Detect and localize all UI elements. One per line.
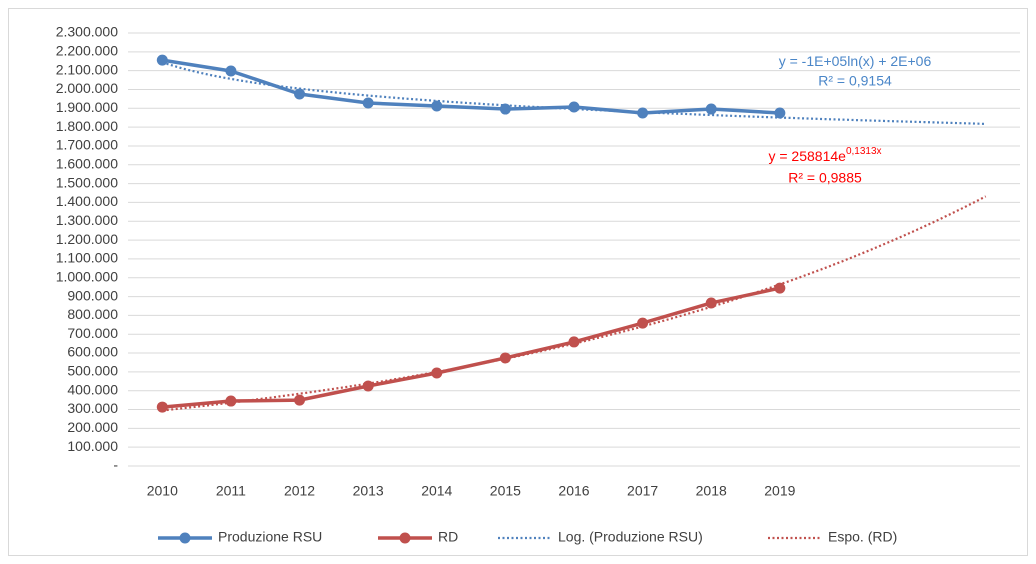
legend-marker (399, 532, 411, 544)
data-point (431, 367, 443, 379)
data-point (362, 97, 374, 109)
equation-text: y = -1E+05ln(x) + 2E+06 (779, 53, 932, 69)
y-tick-label: 1.100.000 (56, 250, 118, 266)
trend-r2: R² = 0,9885 (788, 170, 862, 186)
y-tick-label: 2.200.000 (56, 43, 118, 59)
y-tick-label: 400.000 (67, 381, 118, 397)
series-line (162, 58, 780, 115)
legend-label: Produzione RSU (218, 529, 322, 545)
y-tick-label: 300.000 (67, 400, 118, 416)
y-tick-label: - (113, 457, 118, 473)
x-tick-label: 2012 (284, 483, 315, 499)
legend-label: Espo. (RD) (828, 529, 897, 545)
x-tick-label: 2013 (353, 483, 384, 499)
y-tick-label: 100.000 (67, 438, 118, 454)
data-point (294, 88, 306, 100)
y-tick-label: 700.000 (67, 325, 118, 341)
y-tick-label: 2.100.000 (56, 61, 118, 77)
legend-label: Log. (Produzione RSU) (558, 529, 703, 545)
x-tick-label: 2017 (627, 483, 658, 499)
x-tick-label: 2019 (764, 483, 795, 499)
data-point (431, 100, 443, 112)
trend-r2: R² = 0,9154 (818, 73, 892, 89)
data-point (705, 103, 717, 115)
data-point (637, 107, 649, 119)
data-point (156, 401, 168, 413)
x-tick-label: 2016 (558, 483, 589, 499)
data-point (568, 336, 580, 348)
y-tick-label: 2.300.000 (56, 24, 118, 40)
y-tick-label: 1.000.000 (56, 268, 118, 284)
y-tick-label: 1.700.000 (56, 137, 118, 153)
data-point (637, 317, 649, 329)
y-tick-label: 200.000 (67, 419, 118, 435)
legend-label: RD (438, 529, 458, 545)
data-point (499, 352, 511, 364)
legend-marker (179, 532, 191, 544)
y-tick-label: 600.000 (67, 344, 118, 360)
y-tick-label: 900.000 (67, 287, 118, 303)
equation-text: y = 258814e (768, 148, 846, 164)
chart-frame (8, 8, 1028, 556)
data-point (774, 282, 786, 294)
y-tick-label: 2.000.000 (56, 80, 118, 96)
trend-equation: y = 258814e0,1313x (768, 146, 881, 164)
data-point (225, 395, 237, 407)
y-tick-label: 500.000 (67, 363, 118, 379)
data-point (294, 394, 306, 406)
x-tick-label: 2018 (696, 483, 727, 499)
data-point (499, 103, 511, 115)
x-tick-label: 2014 (421, 483, 452, 499)
y-tick-label: 1.300.000 (56, 212, 118, 228)
y-tick-label: 1.600.000 (56, 155, 118, 171)
data-point (568, 101, 580, 113)
data-point (774, 107, 786, 119)
y-tick-label: 800.000 (67, 306, 118, 322)
x-tick-label: 2010 (147, 483, 178, 499)
trend-equation: y = -1E+05ln(x) + 2E+06 (779, 53, 932, 69)
data-point (156, 54, 168, 66)
y-tick-label: 1.900.000 (56, 99, 118, 115)
equation-exponent: 0,1313x (846, 146, 882, 157)
x-tick-label: 2011 (216, 483, 246, 499)
y-tick-label: 1.800.000 (56, 118, 118, 134)
y-tick-label: 1.200.000 (56, 231, 118, 247)
series-line (162, 286, 781, 409)
data-point (225, 65, 237, 77)
data-point (362, 380, 374, 392)
y-tick-label: 1.500.000 (56, 174, 118, 190)
y-tick-label: 1.400.000 (56, 193, 118, 209)
data-point (705, 297, 717, 309)
x-tick-label: 2015 (490, 483, 521, 499)
